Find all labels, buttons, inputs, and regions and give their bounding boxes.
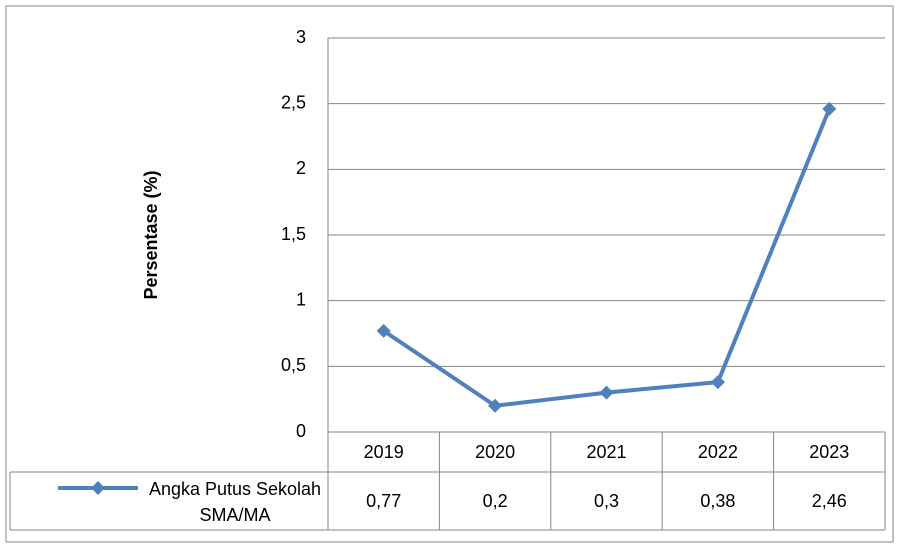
table-value: 2,46 (812, 491, 847, 511)
y-axis-label: Persentase (%) (141, 170, 161, 299)
y-tick-label: 2 (296, 158, 306, 178)
y-tick-label: 3 (296, 27, 306, 47)
x-tick-label: 2020 (475, 442, 515, 462)
x-tick-label: 2021 (586, 442, 626, 462)
table-value: 0,2 (483, 491, 508, 511)
table-value: 0,38 (700, 491, 735, 511)
y-tick-label: 2,5 (281, 92, 306, 112)
point (710, 375, 725, 390)
y-tick-label: 0 (296, 421, 306, 441)
x-tick-label: 2022 (698, 442, 738, 462)
point (599, 385, 614, 400)
x-tick-label: 2023 (809, 442, 849, 462)
line (382, 108, 832, 408)
legend-marker (91, 481, 105, 495)
y-tick-label: 0,5 (281, 355, 306, 375)
table-value: 0,3 (594, 491, 619, 511)
point (488, 398, 503, 413)
legend-label: Angka Putus Sekolah SMA/MA (148, 479, 322, 525)
y-tick-label: 1,5 (281, 224, 306, 244)
point (376, 323, 391, 338)
table-value: 0,77 (366, 491, 401, 511)
point (822, 101, 837, 116)
chart-border (5, 5, 894, 543)
y-tick-label: 1 (296, 289, 306, 309)
x-tick-label: 2019 (364, 442, 404, 462)
